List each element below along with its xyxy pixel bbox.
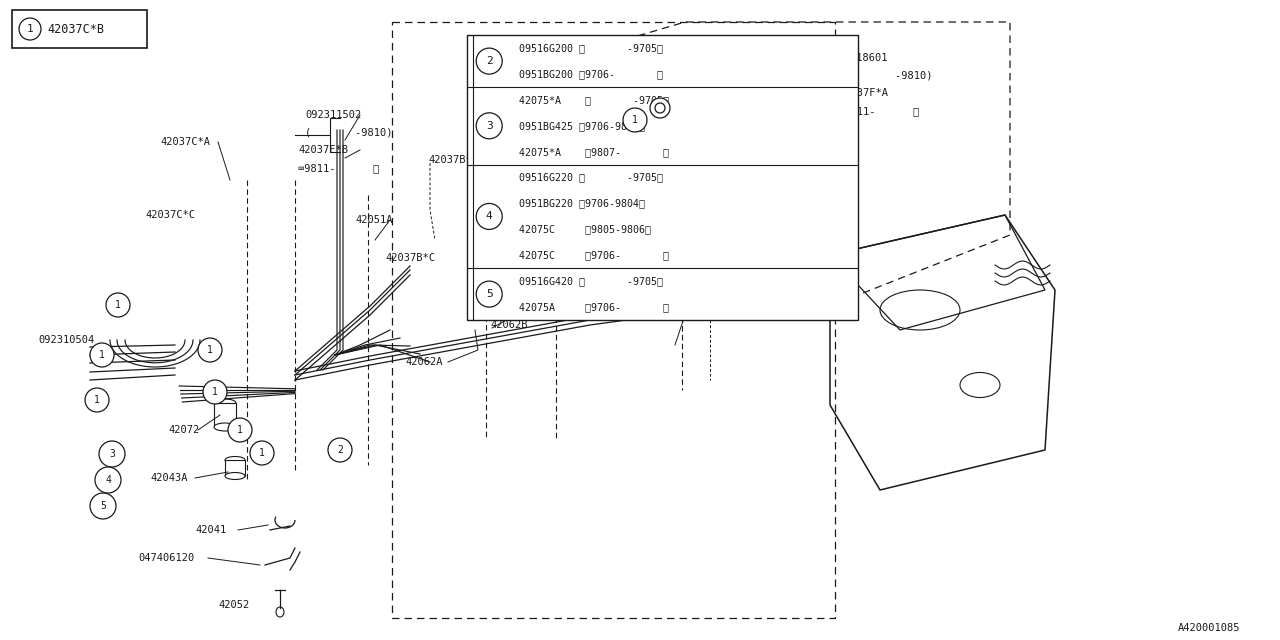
Text: 2: 2 (337, 445, 343, 455)
Circle shape (204, 380, 227, 404)
Circle shape (476, 113, 502, 139)
Ellipse shape (225, 456, 244, 463)
Text: 092311502: 092311502 (305, 110, 361, 120)
Ellipse shape (214, 399, 236, 407)
Bar (12, 10, 147, 48)
Circle shape (623, 108, 646, 132)
Text: 42051B*A: 42051B*A (590, 97, 640, 107)
Circle shape (19, 18, 41, 40)
Text: 0951BG220 〈9706-9804〉: 0951BG220 〈9706-9804〉 (520, 198, 645, 209)
Text: 42037B*C: 42037B*C (385, 253, 435, 263)
Text: (       -9810): ( -9810) (845, 70, 933, 80)
Text: 42075A     〈9706-       〉: 42075A 〈9706- 〉 (520, 302, 669, 312)
Text: (       -9810): ( -9810) (305, 127, 393, 137)
Circle shape (95, 467, 122, 493)
Text: 42075C     〈9805-9806〉: 42075C 〈9805-9806〉 (520, 225, 652, 234)
Circle shape (328, 438, 352, 462)
Text: 42037C*B: 42037C*B (47, 22, 104, 35)
Text: W18601: W18601 (850, 53, 887, 63)
Text: 1: 1 (212, 387, 218, 397)
Circle shape (476, 48, 502, 74)
Text: 42037B*B: 42037B*B (428, 155, 477, 165)
Text: 1: 1 (99, 350, 105, 360)
Text: 09516G220 〈       -9705〉: 09516G220 〈 -9705〉 (520, 173, 663, 182)
Circle shape (84, 388, 109, 412)
Text: 42041: 42041 (195, 525, 227, 535)
Text: 42052: 42052 (218, 600, 250, 610)
Text: 42037C*A: 42037C*A (160, 137, 210, 147)
Circle shape (90, 493, 116, 519)
Text: 4: 4 (105, 475, 111, 485)
Text: 1: 1 (93, 395, 100, 405)
Text: 1: 1 (237, 425, 243, 435)
Text: 42037F*B: 42037F*B (298, 145, 348, 155)
Text: 42075*A    〈       -9705〉: 42075*A 〈 -9705〉 (520, 95, 669, 105)
Text: 3: 3 (486, 121, 493, 131)
Text: 2: 2 (486, 56, 493, 66)
Text: 092310504: 092310504 (38, 335, 95, 345)
Ellipse shape (214, 423, 236, 431)
Circle shape (655, 103, 666, 113)
Text: 42062C: 42062C (541, 280, 580, 290)
Circle shape (476, 281, 502, 307)
Text: 09516G200 〈       -9705〉: 09516G200 〈 -9705〉 (520, 43, 663, 53)
Text: 1: 1 (27, 24, 33, 34)
Text: 1: 1 (632, 115, 637, 125)
Text: 42037F*A: 42037F*A (838, 88, 888, 98)
Circle shape (228, 418, 252, 442)
Ellipse shape (225, 472, 244, 479)
Text: 42072: 42072 (168, 425, 200, 435)
Circle shape (106, 293, 131, 317)
Text: ⌨9811-      〈: ⌨9811- 〈 (838, 106, 919, 116)
Text: A420001085: A420001085 (1178, 623, 1240, 633)
Text: 42043A: 42043A (150, 473, 187, 483)
Text: 0951BG425 〈9706-9806〉: 0951BG425 〈9706-9806〉 (520, 121, 645, 131)
Text: 0951BG200 〈9706-       〉: 0951BG200 〈9706- 〉 (520, 69, 663, 79)
Text: 1: 1 (207, 345, 212, 355)
Circle shape (99, 441, 125, 467)
Circle shape (90, 343, 114, 367)
Text: 047406120: 047406120 (138, 553, 195, 563)
Text: 42075C     〈9706-       〉: 42075C 〈9706- 〉 (520, 250, 669, 260)
Text: 42075*A    〈9807-       〉: 42075*A 〈9807- 〉 (520, 147, 669, 157)
Text: 092313103: 092313103 (735, 155, 791, 165)
Circle shape (476, 204, 502, 229)
Text: 42037B*A: 42037B*A (685, 305, 735, 315)
Text: 42051A: 42051A (355, 215, 393, 225)
Text: 42062A: 42062A (404, 357, 443, 367)
Text: 42037C*C: 42037C*C (145, 210, 195, 220)
Circle shape (198, 338, 221, 362)
Bar (225, 460, 244, 476)
Text: 42062B: 42062B (490, 320, 527, 330)
Text: 5: 5 (486, 289, 493, 299)
Circle shape (250, 441, 274, 465)
Circle shape (650, 98, 669, 118)
Text: ⌨9811-      〈: ⌨9811- 〈 (298, 163, 379, 173)
Bar (467, 35, 858, 320)
Text: 3: 3 (109, 449, 115, 459)
Text: 1: 1 (259, 448, 265, 458)
Bar (214, 403, 236, 427)
Text: 5: 5 (100, 501, 106, 511)
Text: 1: 1 (115, 300, 120, 310)
Text: 4: 4 (486, 211, 493, 221)
Text: 09516G420 〈       -9705〉: 09516G420 〈 -9705〉 (520, 276, 663, 286)
